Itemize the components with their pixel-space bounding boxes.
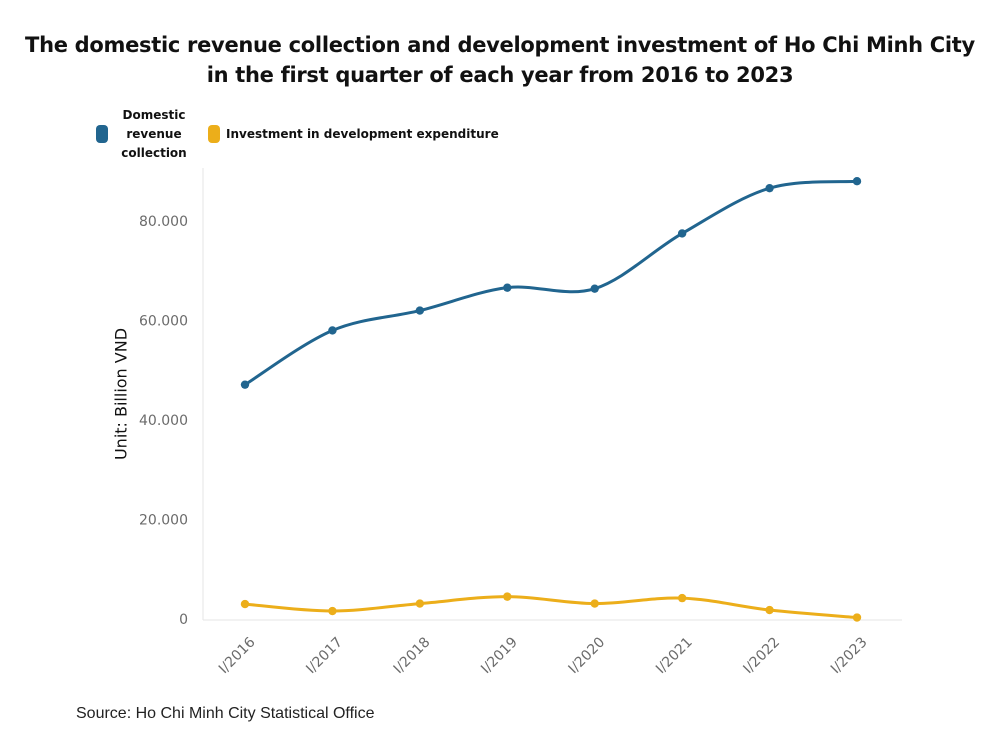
chart-title-line-2: in the first quarter of each year from 2… [206,63,794,87]
legend-item-investment[interactable]: Investment in development expenditure [208,125,499,143]
series-line-0 [243,179,859,387]
data-point[interactable] [240,380,250,389]
data-point[interactable] [852,177,862,186]
data-point[interactable] [590,599,599,608]
data-point[interactable] [765,605,774,615]
data-point[interactable] [677,593,687,603]
data-point[interactable] [328,326,337,335]
legend: Domestic revenue collection Investment i… [96,106,513,162]
source-note: Source: Ho Chi Minh City Statistical Off… [76,705,375,722]
x-tick-label: I/2016 [216,634,259,677]
data-point[interactable] [765,183,774,193]
x-tick-label: I/2017 [303,634,346,677]
x-ticks: I/2016 I/2017 I/2018 I/2019 I/2020 I/2021 I/20… [216,634,871,677]
data-point[interactable] [503,283,512,292]
series-line-1 [243,595,859,620]
data-point[interactable] [852,613,862,622]
legend-swatch-domestic-revenue [96,125,108,143]
data-point[interactable] [415,599,425,608]
data-point[interactable] [415,306,425,315]
y-tick-label: 80.000 [139,214,188,230]
data-point[interactable] [677,229,687,238]
y-tick-label: 0 [179,612,188,628]
data-point[interactable] [590,284,599,293]
legend-label-investment: Investment in development expenditure [226,127,499,141]
x-tick-label: I/2019 [478,634,521,677]
x-tick-label: I/2021 [653,634,696,677]
data-point[interactable] [240,599,250,609]
legend-item-domestic-revenue[interactable]: Domestic revenue collection [96,106,194,163]
x-tick-label: I/2018 [391,634,434,677]
x-tick-label: I/2020 [566,634,609,677]
y-axis-label: Unit: Billion VND [112,328,131,460]
y-ticks: 0 20.000 40.000 60.000 80.000 [139,214,188,628]
data-point[interactable] [503,592,512,601]
y-tick-label: 20.000 [139,513,188,529]
y-tick-label: 60.000 [139,314,188,330]
x-tick-label: I/2023 [828,634,871,677]
data-point[interactable] [328,606,337,616]
series-group [240,177,862,622]
legend-swatch-investment [208,125,220,143]
x-tick-label: I/2022 [740,634,783,677]
y-tick-label: 40.000 [139,413,188,429]
legend-label-domestic-revenue: Domestic revenue collection [121,107,187,160]
chart-title-line-1: The domestic revenue collection and deve… [25,33,975,57]
chart-title: The domestic revenue collection and deve… [0,30,1000,90]
